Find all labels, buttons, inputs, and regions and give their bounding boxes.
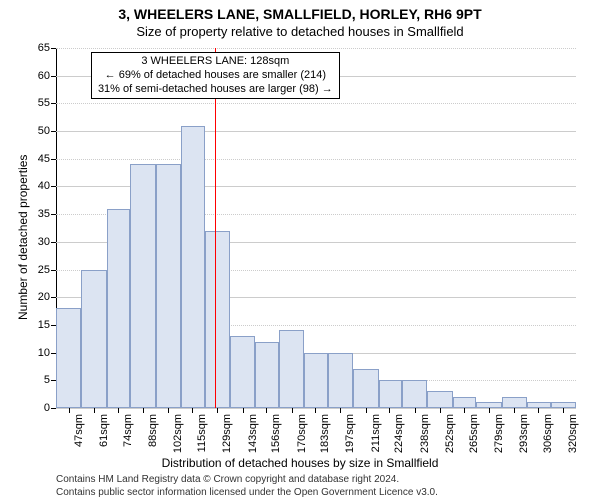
histogram-bar	[81, 270, 106, 408]
y-tick-label: 50	[38, 125, 50, 137]
y-tick-label: 10	[38, 347, 50, 359]
x-tick-mark	[464, 408, 465, 413]
y-tick-label: 20	[38, 291, 50, 303]
x-tick-label: 47sqm	[73, 414, 85, 447]
y-tick-label: 25	[38, 264, 50, 276]
annotation-line: ← 69% of detached houses are smaller (21…	[98, 69, 333, 83]
y-tick-label: 5	[44, 374, 50, 386]
x-tick-label: 238sqm	[419, 414, 431, 453]
x-tick-mark	[192, 408, 193, 413]
x-tick-mark	[94, 408, 95, 413]
x-tick-mark	[340, 408, 341, 413]
x-tick-mark	[389, 408, 390, 413]
chart-title-sub: Size of property relative to detached ho…	[0, 24, 600, 39]
y-tick-label: 65	[38, 42, 50, 54]
x-tick-label: 143sqm	[247, 414, 259, 453]
x-tick-label: 252sqm	[444, 414, 456, 453]
x-tick-mark	[366, 408, 367, 413]
x-tick-label: 265sqm	[468, 414, 480, 453]
y-tick-label: 55	[38, 97, 50, 109]
y-tick-label: 0	[44, 402, 50, 414]
x-tick-label: 320sqm	[567, 414, 579, 453]
histogram-bar	[230, 336, 255, 408]
histogram-bar	[353, 369, 378, 408]
x-tick-mark	[440, 408, 441, 413]
x-tick-mark	[143, 408, 144, 413]
x-tick-label: 102sqm	[172, 414, 184, 453]
x-tick-mark	[315, 408, 316, 413]
y-tick-mark	[51, 408, 56, 409]
y-tick-label: 40	[38, 180, 50, 192]
histogram-bar	[427, 391, 452, 408]
annotation-line: 3 WHEELERS LANE: 128sqm	[98, 55, 333, 69]
x-tick-mark	[563, 408, 564, 413]
reference-line	[215, 48, 216, 408]
histogram-bar	[56, 308, 81, 408]
x-tick-mark	[489, 408, 490, 413]
histogram-bar	[156, 164, 181, 408]
x-tick-label: 211sqm	[370, 414, 382, 452]
x-tick-mark	[243, 408, 244, 413]
histogram-bar	[255, 342, 279, 408]
y-tick-label: 15	[38, 319, 50, 331]
x-tick-mark	[415, 408, 416, 413]
histogram-bar	[107, 209, 131, 408]
x-tick-label: 170sqm	[296, 414, 308, 453]
x-tick-label: 74sqm	[122, 414, 134, 447]
histogram-bar	[379, 380, 403, 408]
x-tick-mark	[118, 408, 119, 413]
x-tick-mark	[538, 408, 539, 413]
x-tick-label: 61sqm	[98, 414, 110, 447]
x-tick-mark	[217, 408, 218, 413]
bars-group	[56, 48, 576, 408]
annotation-box: 3 WHEELERS LANE: 128sqm← 69% of detached…	[91, 52, 340, 99]
attribution-line1: Contains HM Land Registry data © Crown c…	[56, 474, 576, 487]
x-tick-label: 183sqm	[319, 414, 331, 453]
histogram-bar	[205, 231, 230, 408]
chart-container: 3, WHEELERS LANE, SMALLFIELD, HORLEY, RH…	[0, 0, 600, 500]
plot-area: 0510152025303540455055606547sqm61sqm74sq…	[56, 48, 576, 408]
x-tick-mark	[514, 408, 515, 413]
y-axis-label: Number of detached properties	[16, 155, 30, 320]
histogram-bar	[130, 164, 155, 408]
y-tick-label: 60	[38, 70, 50, 82]
annotation-line: 31% of semi-detached houses are larger (…	[98, 83, 333, 97]
x-tick-mark	[292, 408, 293, 413]
x-tick-label: 279sqm	[493, 414, 505, 453]
histogram-bar	[304, 353, 328, 408]
histogram-bar	[328, 353, 353, 408]
y-tick-label: 45	[38, 153, 50, 165]
x-tick-label: 293sqm	[518, 414, 530, 453]
x-axis-label: Distribution of detached houses by size …	[0, 456, 600, 470]
histogram-bar	[502, 397, 527, 408]
histogram-bar	[402, 380, 427, 408]
x-tick-label: 156sqm	[270, 414, 282, 453]
histogram-bar	[279, 330, 304, 408]
x-tick-mark	[69, 408, 70, 413]
attribution-line2: Contains public sector information licen…	[56, 487, 576, 500]
x-tick-label: 88sqm	[147, 414, 159, 447]
x-tick-mark	[266, 408, 267, 413]
x-tick-mark	[168, 408, 169, 413]
x-tick-label: 197sqm	[344, 414, 356, 453]
x-tick-label: 115sqm	[196, 414, 208, 452]
y-tick-label: 30	[38, 236, 50, 248]
x-tick-label: 306sqm	[542, 414, 554, 453]
histogram-bar	[453, 397, 477, 408]
histogram-bar	[181, 126, 205, 408]
y-tick-label: 35	[38, 208, 50, 220]
x-tick-label: 129sqm	[221, 414, 233, 453]
x-tick-label: 224sqm	[393, 414, 405, 453]
chart-title-main: 3, WHEELERS LANE, SMALLFIELD, HORLEY, RH…	[0, 6, 600, 22]
attribution: Contains HM Land Registry data © Crown c…	[56, 474, 576, 499]
